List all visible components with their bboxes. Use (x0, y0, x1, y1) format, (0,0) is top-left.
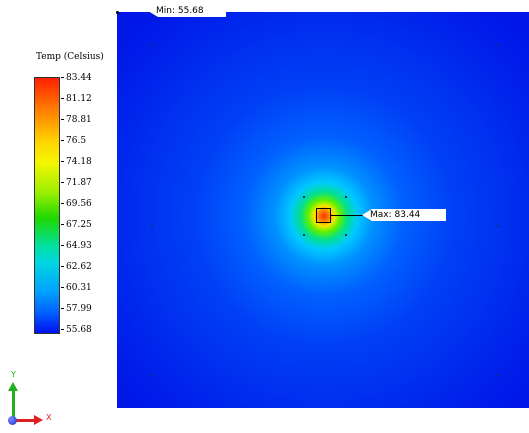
max-temp-callout: Max: 83.44 (362, 209, 446, 221)
legend-labels: 83.44 81.12 78.81 76.5 74.18 71.87 69.56… (61, 73, 111, 338)
min-temp-callout: Min: 55.68 (148, 5, 226, 17)
color-scale-bar (34, 77, 60, 334)
mesh-node-marker (497, 374, 499, 376)
legend-label: 57.99 (61, 304, 92, 314)
x-arrow-icon (34, 415, 43, 425)
y-axis-label: Y (11, 370, 16, 379)
legend-label: 64.93 (61, 241, 92, 251)
max-leader-line (331, 215, 365, 216)
mesh-node-marker (151, 225, 153, 227)
legend-label: 67.25 (61, 220, 92, 230)
axis-triad: Y X (6, 370, 60, 430)
legend-label: 60.31 (61, 283, 92, 293)
min-temp-anchor (116, 11, 119, 14)
mesh-node-marker (497, 44, 499, 46)
legend-label: 76.5 (61, 136, 86, 146)
legend-label: 69.56 (61, 199, 92, 209)
y-arrow-icon (8, 382, 18, 391)
mesh-node-marker (497, 225, 499, 227)
legend-title: Temp (Celsius) (36, 52, 104, 62)
legend-label: 71.87 (61, 178, 92, 188)
max-temp-marker (316, 208, 331, 223)
legend-label: 81.12 (61, 94, 92, 104)
legend-label: 62.62 (61, 262, 92, 272)
legend-label: 83.44 (61, 73, 92, 83)
mesh-node-marker (151, 44, 153, 46)
legend-label: 55.68 (61, 325, 92, 335)
mesh-node-marker (303, 234, 305, 236)
legend-label: 74.18 (61, 157, 92, 167)
legend-label: 78.81 (61, 115, 92, 125)
x-axis-label: X (46, 413, 52, 422)
origin-sphere-icon (8, 416, 17, 425)
x-axis-line (14, 419, 36, 422)
mesh-node-marker (303, 196, 305, 198)
y-axis-line (12, 388, 15, 418)
mesh-node-marker (345, 196, 347, 198)
mesh-node-marker (151, 374, 153, 376)
mesh-node-marker (345, 234, 347, 236)
temperature-field[interactable] (117, 12, 529, 408)
